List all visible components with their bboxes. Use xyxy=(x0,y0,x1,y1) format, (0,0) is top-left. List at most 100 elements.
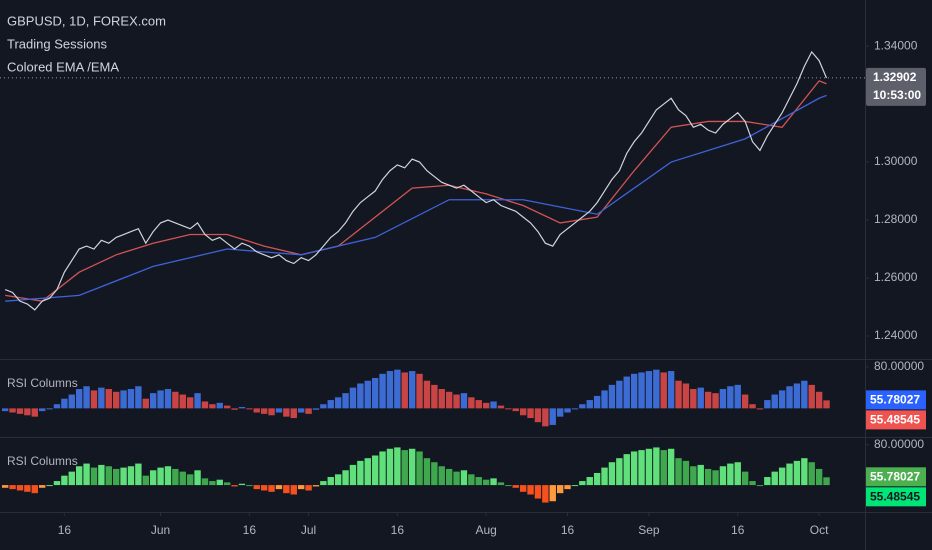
rsi-column xyxy=(38,408,46,412)
price-line xyxy=(4,50,828,311)
rsi-column xyxy=(379,451,386,486)
rsi-column xyxy=(135,463,142,486)
rsi-column xyxy=(815,468,823,486)
rsi-column xyxy=(549,408,556,425)
rsi-column xyxy=(127,389,135,409)
signal-value-box xyxy=(866,487,926,507)
rsi-column xyxy=(460,393,468,409)
rsi-column xyxy=(579,404,586,409)
rsi-column xyxy=(512,485,519,488)
rsi-column xyxy=(630,373,638,409)
rsi-column xyxy=(260,408,268,414)
rsi-column xyxy=(172,391,179,409)
rsi-column xyxy=(179,394,186,409)
rsi-column xyxy=(734,462,741,486)
rsi-column xyxy=(638,372,645,409)
rsi-column xyxy=(623,376,630,409)
pane-title: RSI Columns xyxy=(7,454,78,468)
rsi-column xyxy=(312,408,320,410)
rsi-column xyxy=(741,471,749,486)
rsi-column xyxy=(253,408,260,413)
rsi-column xyxy=(801,380,808,409)
rsi-column xyxy=(149,470,157,486)
rsi-column xyxy=(98,387,105,409)
rsi-column xyxy=(61,475,68,486)
rsi-column xyxy=(1,408,9,412)
rsi-column xyxy=(1,485,9,488)
last-value-label: 55.78027 xyxy=(870,469,920,483)
rsi-column xyxy=(127,466,135,486)
rsi-column xyxy=(379,373,386,409)
x-tick-label: 16 xyxy=(391,523,405,537)
rsi-column xyxy=(386,371,394,409)
rsi-column xyxy=(445,391,453,409)
pane-title: RSI Columns xyxy=(7,376,78,390)
rsi-column xyxy=(24,485,31,492)
rsi-column xyxy=(579,481,586,486)
y-tick-label: 1.24000 xyxy=(874,328,918,342)
rsi-column xyxy=(727,386,734,409)
rsi-column xyxy=(164,466,172,486)
rsi-column xyxy=(83,463,90,486)
rsi-column xyxy=(53,404,61,409)
rsi-column xyxy=(305,408,312,414)
y-tick-label: 1.34000 xyxy=(874,38,918,52)
rsi-column xyxy=(423,380,431,409)
rsi-column xyxy=(371,455,379,486)
rsi-column xyxy=(401,372,408,409)
rsi-column xyxy=(68,471,75,486)
rsi-column xyxy=(475,477,482,486)
rsi-column xyxy=(201,401,209,409)
rsi-column xyxy=(786,386,793,409)
rsi-column xyxy=(416,451,423,486)
rsi-column xyxy=(490,401,497,409)
rsi-column xyxy=(90,390,98,409)
rsi-column xyxy=(416,373,423,409)
rsi-column xyxy=(75,389,83,409)
rsi-column xyxy=(645,448,653,486)
rsi-column xyxy=(334,397,342,409)
rsi-column xyxy=(105,389,112,409)
rsi-column xyxy=(223,482,231,486)
rsi-column xyxy=(157,467,164,486)
rsi-column xyxy=(593,395,601,409)
last-price-box xyxy=(866,67,926,106)
rsi-column xyxy=(675,380,682,409)
rsi-column xyxy=(808,384,815,409)
x-tick-label: Oct xyxy=(810,523,829,537)
rsi-column xyxy=(749,481,756,486)
rsi-column xyxy=(519,485,527,492)
rsi-column xyxy=(468,474,475,486)
rsi-column xyxy=(571,408,579,410)
rsi-column xyxy=(31,408,38,417)
rsi-column xyxy=(186,397,194,409)
rsi-column xyxy=(667,371,675,409)
rsi-column xyxy=(727,463,734,486)
rsi-column xyxy=(16,485,24,491)
rsi-column xyxy=(512,408,519,412)
y-tick-label: 1.26000 xyxy=(874,270,918,284)
rsi-column xyxy=(268,485,275,492)
rsi-column xyxy=(357,383,364,409)
rsi-column xyxy=(542,485,549,503)
rsi-column xyxy=(482,402,490,409)
rsi-column xyxy=(83,386,90,409)
signal-value-label: 55.48545 xyxy=(870,489,920,503)
x-tick-label: Jun xyxy=(151,523,170,537)
last-value-box xyxy=(866,467,926,487)
rsi-column xyxy=(46,485,53,487)
rsi-column xyxy=(793,460,801,486)
rsi-column xyxy=(209,481,216,486)
signal-value-label: 55.48545 xyxy=(870,413,920,427)
rsi-column xyxy=(61,398,68,409)
rsi-column xyxy=(667,448,675,486)
rsi-column xyxy=(9,485,16,490)
rsi-column xyxy=(734,384,741,409)
rsi-column xyxy=(142,398,149,409)
rsi-column xyxy=(601,467,608,486)
rsi-column xyxy=(275,408,283,413)
rsi-column xyxy=(394,447,401,486)
rsi-column xyxy=(364,458,371,486)
rsi-column xyxy=(453,471,460,486)
rsi-column xyxy=(682,383,690,409)
